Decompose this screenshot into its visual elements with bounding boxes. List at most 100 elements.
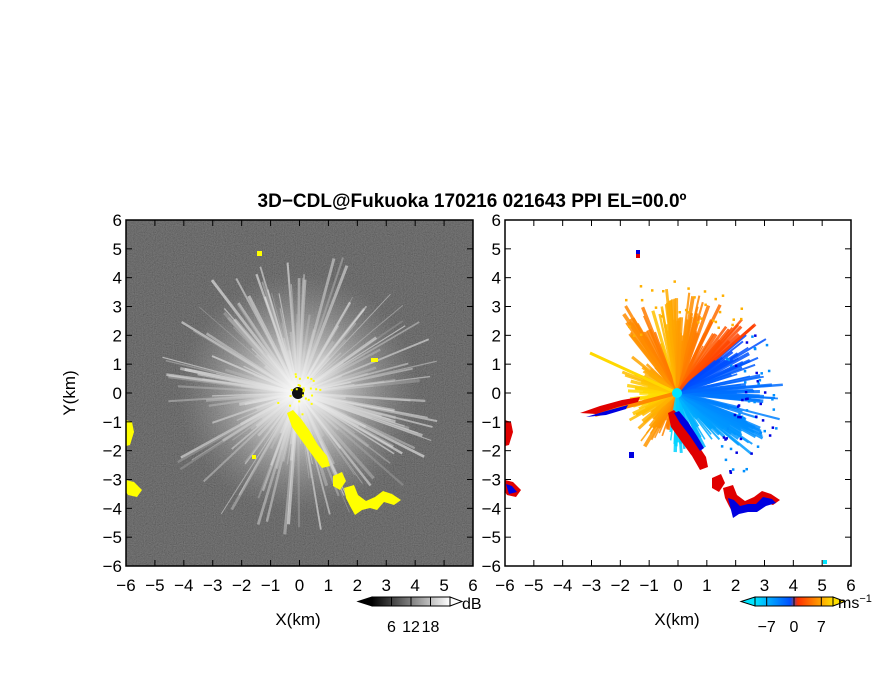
edge-pixel [771, 426, 775, 429]
y-tick-label: 1 [492, 355, 501, 374]
edge-pixel [765, 343, 769, 347]
x-tick-label: −4 [553, 576, 572, 595]
masked-pixel [301, 413, 304, 416]
edge-pixel [654, 306, 658, 309]
edge-pixel [763, 429, 766, 433]
x-tick-label: −1 [639, 576, 658, 595]
masked-pixel [298, 400, 301, 403]
masked-pixel [306, 376, 309, 379]
edge-region [636, 254, 640, 258]
edge-pixel [700, 317, 703, 320]
edge-pixel [639, 285, 643, 288]
y-tick-label: 4 [113, 269, 122, 288]
edge-pixel [731, 468, 735, 471]
masked-pixel [307, 398, 310, 401]
edge-pixel [742, 469, 746, 473]
velocity-ray [676, 392, 721, 441]
edge-pixel [772, 393, 776, 397]
masked-pixel [299, 384, 302, 387]
edge-pixel [732, 318, 736, 321]
edge-pixel [753, 400, 756, 404]
colorbar-tick-label: 0 [790, 619, 799, 636]
right-colorbar: −7 0 7 ms−1 [739, 593, 872, 636]
edge-pixel [756, 379, 760, 383]
edge-region [580, 397, 640, 414]
y-tick-label: −3 [482, 471, 501, 490]
y-tick-label: 6 [492, 211, 501, 230]
x-tick-label: 3 [382, 576, 391, 595]
y-tick-label: 6 [113, 211, 122, 230]
edge-pixel [733, 413, 737, 417]
colorbar-tick-label: 18 [422, 619, 440, 636]
colorbar-tick-label: 12 [402, 619, 420, 636]
edge-pixel [722, 436, 726, 439]
edge-pixel [640, 298, 644, 302]
right-radar-center [672, 388, 682, 398]
masked-pixel [304, 397, 307, 400]
edge-pixel [693, 296, 696, 299]
y-tick-label: −5 [482, 528, 501, 547]
edge-pixel [684, 308, 688, 312]
y-tick-label: −3 [103, 471, 122, 490]
edge-pixel [725, 357, 729, 360]
x-tick-label: −1 [261, 576, 280, 595]
y-tick-label: 3 [113, 298, 122, 317]
masked-pixel [312, 379, 315, 382]
velocity-ray [649, 392, 678, 435]
edge-pixel [717, 326, 720, 329]
edge-pixel [662, 289, 665, 293]
edge-pixel [721, 294, 725, 297]
masked-region [344, 485, 401, 515]
edge-pixel [639, 333, 643, 336]
masked-pixel [290, 389, 293, 392]
colorbar-tick-label: 7 [817, 619, 826, 636]
left-y-axis-label: Y(km) [60, 370, 79, 415]
right-colorbar-high-arrow [832, 596, 847, 607]
y-tick-label: −5 [103, 528, 122, 547]
y-tick-label: −4 [103, 499, 122, 518]
edge-region [728, 497, 776, 518]
edge-pixel [624, 298, 628, 302]
y-tick-label: −6 [482, 557, 501, 576]
edge-pixel [759, 431, 762, 435]
edge-pixel [759, 402, 762, 406]
edge-pixel [729, 447, 733, 451]
y-tick-label: 5 [113, 240, 122, 259]
left-colorbar-unit: dB [462, 596, 482, 613]
edge-pixel [740, 415, 744, 419]
edge-pixel [660, 315, 664, 318]
masked-pixel [302, 389, 305, 392]
edge-pixel [740, 307, 744, 310]
x-tick-label: 4 [789, 576, 798, 595]
edge-pixel [736, 405, 740, 408]
x-tick-label: 5 [817, 576, 826, 595]
masked-pixel [298, 377, 301, 380]
x-tick-label: −2 [611, 576, 630, 595]
masked-pixel [311, 394, 314, 397]
edge-pixel [703, 290, 707, 293]
masked-region [257, 251, 262, 256]
edge-pixel [763, 391, 767, 394]
x-tick-label: −5 [145, 576, 164, 595]
right-colorbar-unit-base: ms [838, 595, 859, 612]
y-tick-label: 1 [113, 355, 122, 374]
edge-region [668, 410, 708, 470]
x-tick-label: −6 [116, 576, 135, 595]
edge-pixel [761, 419, 765, 422]
masked-region [287, 410, 330, 468]
edge-pixel [712, 319, 715, 322]
edge-pixel [650, 289, 654, 292]
masked-pixel [294, 373, 297, 376]
y-tick-label: 5 [492, 240, 501, 259]
edge-pixel [724, 458, 728, 462]
y-tick-label: 0 [113, 384, 122, 403]
x-tick-label: −6 [495, 576, 514, 595]
edge-pixel [720, 445, 724, 448]
masked-pixel [297, 384, 300, 387]
edge-pixel [704, 303, 707, 307]
masked-pixel [302, 390, 305, 393]
right-colorbar-unit-exponent: −1 [859, 593, 872, 605]
x-tick-label: −3 [203, 576, 222, 595]
